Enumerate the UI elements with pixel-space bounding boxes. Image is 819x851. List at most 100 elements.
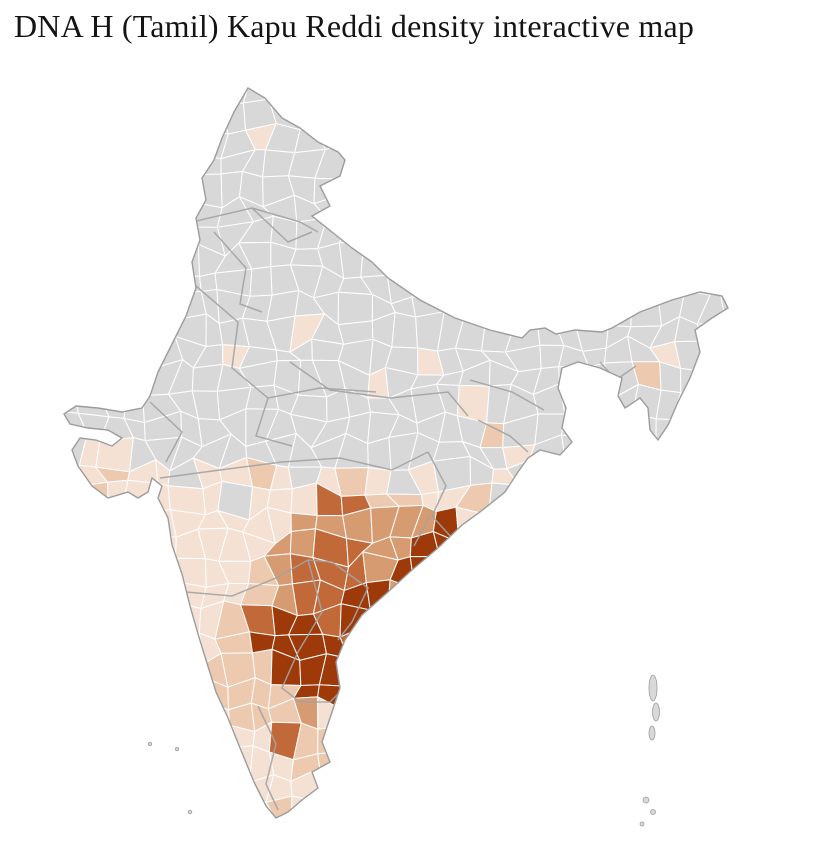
district-cell[interactable] — [657, 200, 676, 233]
district-cell[interactable] — [509, 776, 540, 804]
district-cell[interactable] — [562, 245, 590, 274]
district-cell[interactable] — [108, 768, 128, 800]
district-cell[interactable] — [673, 647, 711, 685]
district-cell[interactable] — [387, 821, 412, 849]
district-cell[interactable] — [50, 266, 84, 304]
district-cell[interactable] — [614, 827, 634, 846]
district-cell[interactable] — [408, 635, 443, 660]
district-cell[interactable] — [193, 154, 222, 176]
district-cell[interactable] — [681, 798, 704, 822]
district-cell[interactable] — [697, 121, 733, 155]
district-cell[interactable] — [459, 671, 493, 702]
district-cell[interactable] — [457, 227, 485, 256]
district-cell[interactable] — [145, 555, 181, 588]
nicobar-island[interactable] — [642, 796, 650, 804]
district-cell[interactable] — [174, 557, 207, 588]
district-cell[interactable] — [406, 167, 448, 205]
district-cell[interactable] — [360, 240, 392, 278]
district-cell[interactable] — [459, 560, 482, 593]
district-cell[interactable] — [199, 272, 218, 292]
district-cell[interactable] — [673, 515, 710, 538]
district-cell[interactable] — [246, 817, 279, 850]
district-cell[interactable] — [535, 102, 568, 131]
district-cell[interactable] — [578, 817, 616, 846]
district-cell[interactable] — [504, 484, 530, 515]
district-cell[interactable] — [648, 583, 675, 615]
district-cell[interactable] — [147, 829, 181, 851]
district-cell[interactable] — [575, 95, 612, 136]
district-cell[interactable] — [675, 822, 702, 851]
district-cell[interactable] — [725, 320, 757, 344]
district-cell[interactable] — [152, 625, 176, 666]
district-cell[interactable] — [99, 195, 136, 229]
district-cell[interactable] — [286, 79, 315, 112]
district-cell[interactable] — [535, 755, 565, 779]
district-cell[interactable] — [684, 270, 712, 296]
district-cell[interactable] — [599, 246, 638, 273]
district-cell[interactable] — [169, 130, 197, 157]
district-cell[interactable] — [102, 626, 128, 664]
district-cell[interactable] — [554, 673, 593, 707]
district-cell[interactable] — [119, 584, 155, 613]
district-cell[interactable] — [533, 178, 556, 208]
district-cell[interactable] — [576, 559, 614, 593]
district-cell[interactable] — [610, 503, 637, 536]
district-cell[interactable] — [720, 367, 757, 400]
district-cell[interactable] — [532, 221, 564, 250]
district-cell[interactable] — [706, 534, 732, 565]
district-cell[interactable] — [383, 79, 423, 110]
district-cell[interactable] — [310, 96, 347, 124]
district-cell[interactable] — [606, 752, 634, 780]
district-cell[interactable] — [648, 819, 683, 850]
district-cell[interactable] — [628, 229, 660, 248]
district-cell[interactable] — [192, 815, 229, 851]
district-cell[interactable] — [655, 769, 684, 806]
district-cell[interactable] — [462, 795, 488, 827]
district-cell[interactable] — [478, 218, 513, 254]
district-cell[interactable] — [696, 432, 726, 466]
district-cell[interactable] — [719, 82, 759, 112]
district-cell[interactable] — [368, 777, 400, 808]
district-cell[interactable] — [624, 719, 664, 754]
district-cell[interactable] — [99, 224, 136, 255]
district-cell[interactable] — [704, 588, 733, 609]
district-cell[interactable] — [124, 652, 158, 682]
district-cell[interactable] — [719, 802, 758, 830]
district-cell[interactable] — [98, 247, 136, 276]
district-cell[interactable] — [526, 605, 561, 640]
district-cell[interactable] — [537, 121, 568, 150]
district-cell[interactable] — [96, 606, 126, 635]
district-cell[interactable] — [98, 705, 134, 726]
district-cell[interactable] — [170, 241, 201, 278]
district-cell[interactable] — [671, 769, 702, 809]
district-cell[interactable] — [626, 751, 664, 772]
district-cell[interactable] — [624, 503, 664, 536]
district-cell[interactable] — [148, 192, 175, 233]
district-cell[interactable] — [577, 245, 603, 274]
district-cell[interactable] — [104, 652, 128, 684]
district-cell[interactable] — [557, 486, 582, 515]
district-cell[interactable] — [469, 719, 492, 760]
district-cell[interactable] — [144, 170, 174, 198]
district-cell[interactable] — [334, 467, 369, 497]
district-cell[interactable] — [682, 129, 705, 155]
district-cell[interactable] — [313, 177, 349, 205]
district-cell[interactable] — [290, 795, 326, 829]
district-cell[interactable] — [526, 799, 564, 824]
district-cell[interactable] — [119, 130, 153, 155]
district-cell[interactable] — [487, 624, 513, 658]
district-cell[interactable] — [365, 107, 397, 131]
district-cell[interactable] — [513, 78, 540, 107]
nicobar-island[interactable] — [639, 821, 645, 827]
district-cell[interactable] — [535, 73, 558, 113]
district-cell[interactable] — [648, 485, 685, 517]
district-cell[interactable] — [157, 728, 185, 753]
district-cell[interactable] — [562, 817, 590, 851]
district-cell[interactable] — [532, 245, 564, 273]
district-cell[interactable] — [700, 822, 732, 851]
district-cell[interactable] — [538, 564, 569, 591]
district-cell[interactable] — [75, 673, 107, 708]
district-cell[interactable] — [464, 95, 493, 126]
district-cell[interactable] — [720, 104, 759, 136]
